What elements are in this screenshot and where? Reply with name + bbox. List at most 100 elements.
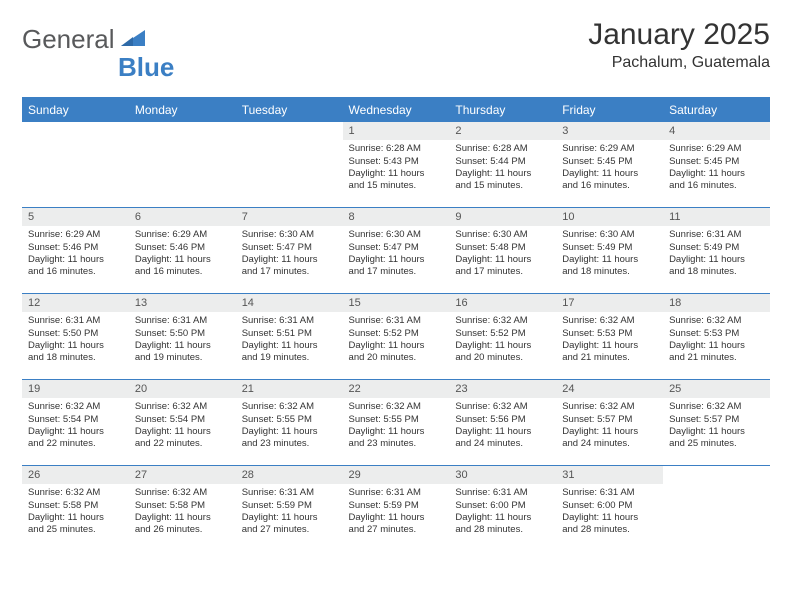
day-number: 24 [556,380,663,398]
calendar-cell: 12Sunrise: 6:31 AMSunset: 5:50 PMDayligh… [22,294,129,380]
brand-name-2: Blue [118,52,174,83]
cell-line: Sunrise: 6:32 AM [135,401,230,413]
cell-body: Sunrise: 6:31 AMSunset: 5:49 PMDaylight:… [663,226,770,282]
cell-line: Sunrise: 6:32 AM [28,487,123,499]
calendar-cell: 20Sunrise: 6:32 AMSunset: 5:54 PMDayligh… [129,380,236,466]
cell-body: Sunrise: 6:29 AMSunset: 5:45 PMDaylight:… [556,140,663,196]
cell-line: Daylight: 11 hours [562,340,657,352]
cell-line: Sunset: 5:44 PM [455,156,550,168]
cell-body: Sunrise: 6:30 AMSunset: 5:49 PMDaylight:… [556,226,663,282]
cell-line: Sunrise: 6:29 AM [28,229,123,241]
cell-line: Sunrise: 6:30 AM [349,229,444,241]
cell-body: Sunrise: 6:31 AMSunset: 6:00 PMDaylight:… [556,484,663,540]
calendar-cell: 4Sunrise: 6:29 AMSunset: 5:45 PMDaylight… [663,122,770,208]
cell-line: Daylight: 11 hours [455,512,550,524]
cell-line: Sunset: 5:43 PM [349,156,444,168]
day-number: 23 [449,380,556,398]
cell-line: Sunrise: 6:32 AM [242,401,337,413]
cell-line: Sunrise: 6:32 AM [349,401,444,413]
day-number: 20 [129,380,236,398]
cell-line: Daylight: 11 hours [349,254,444,266]
day-header: Wednesday [343,98,450,122]
cell-line: Sunset: 5:55 PM [242,414,337,426]
calendar-cell [236,122,343,208]
brand-logo: General [22,24,149,55]
cell-body: Sunrise: 6:32 AMSunset: 5:52 PMDaylight:… [449,312,556,368]
calendar-cell: 22Sunrise: 6:32 AMSunset: 5:55 PMDayligh… [343,380,450,466]
cell-body: Sunrise: 6:31 AMSunset: 5:59 PMDaylight:… [236,484,343,540]
day-number: 21 [236,380,343,398]
cell-body: Sunrise: 6:31 AMSunset: 5:51 PMDaylight:… [236,312,343,368]
day-number [236,122,343,140]
day-number: 16 [449,294,556,312]
cell-body: Sunrise: 6:31 AMSunset: 5:52 PMDaylight:… [343,312,450,368]
cell-body: Sunrise: 6:32 AMSunset: 5:55 PMDaylight:… [236,398,343,454]
cell-line: Sunset: 5:51 PM [242,328,337,340]
day-number: 2 [449,122,556,140]
calendar-cell: 31Sunrise: 6:31 AMSunset: 6:00 PMDayligh… [556,466,663,552]
cell-line: Sunrise: 6:32 AM [455,315,550,327]
cell-line: Daylight: 11 hours [28,512,123,524]
calendar-cell [129,122,236,208]
cell-line: Sunrise: 6:32 AM [562,401,657,413]
cell-line: Sunrise: 6:30 AM [455,229,550,241]
cell-line: Sunrise: 6:30 AM [562,229,657,241]
cell-line: Sunrise: 6:31 AM [242,315,337,327]
cell-body: Sunrise: 6:32 AMSunset: 5:58 PMDaylight:… [22,484,129,540]
cell-line: and 20 minutes. [455,352,550,364]
cell-line: and 17 minutes. [455,266,550,278]
cell-line: Daylight: 11 hours [562,168,657,180]
day-header: Monday [129,98,236,122]
brand-arrow-icon [119,26,147,53]
cell-line: and 28 minutes. [562,524,657,536]
day-number: 30 [449,466,556,484]
cell-body: Sunrise: 6:30 AMSunset: 5:47 PMDaylight:… [236,226,343,282]
cell-line: and 27 minutes. [242,524,337,536]
calendar-week: 1Sunrise: 6:28 AMSunset: 5:43 PMDaylight… [22,122,770,208]
cell-body: Sunrise: 6:29 AMSunset: 5:45 PMDaylight:… [663,140,770,196]
cell-line: Daylight: 11 hours [135,340,230,352]
cell-line: Daylight: 11 hours [28,254,123,266]
cell-line: Sunset: 5:49 PM [562,242,657,254]
day-number: 4 [663,122,770,140]
cell-line: Sunrise: 6:31 AM [455,487,550,499]
day-header: Tuesday [236,98,343,122]
cell-line: and 28 minutes. [455,524,550,536]
cell-line: and 26 minutes. [135,524,230,536]
cell-line: Daylight: 11 hours [135,426,230,438]
cell-body: Sunrise: 6:32 AMSunset: 5:54 PMDaylight:… [129,398,236,454]
cell-line: Sunrise: 6:32 AM [28,401,123,413]
cell-line: Sunset: 5:59 PM [349,500,444,512]
cell-line: Daylight: 11 hours [242,512,337,524]
cell-line: and 21 minutes. [669,352,764,364]
cell-line: Sunset: 5:45 PM [562,156,657,168]
calendar-cell [663,466,770,552]
cell-line: Daylight: 11 hours [562,426,657,438]
cell-line: Daylight: 11 hours [28,340,123,352]
calendar-cell: 30Sunrise: 6:31 AMSunset: 6:00 PMDayligh… [449,466,556,552]
cell-line: Sunset: 5:54 PM [135,414,230,426]
day-number: 9 [449,208,556,226]
cell-line: and 20 minutes. [349,352,444,364]
cell-line: Sunset: 5:46 PM [135,242,230,254]
calendar-cell: 21Sunrise: 6:32 AMSunset: 5:55 PMDayligh… [236,380,343,466]
cell-line: Sunset: 5:46 PM [28,242,123,254]
cell-line: and 16 minutes. [28,266,123,278]
brand-name-1: General [22,24,115,55]
cell-line: and 18 minutes. [562,266,657,278]
day-number: 18 [663,294,770,312]
cell-line: Sunrise: 6:31 AM [562,487,657,499]
cell-line: and 16 minutes. [562,180,657,192]
cell-line: Sunset: 5:56 PM [455,414,550,426]
calendar-cell: 25Sunrise: 6:32 AMSunset: 5:57 PMDayligh… [663,380,770,466]
cell-line: Daylight: 11 hours [349,426,444,438]
day-number: 6 [129,208,236,226]
cell-body: Sunrise: 6:29 AMSunset: 5:46 PMDaylight:… [22,226,129,282]
cell-line: Sunrise: 6:28 AM [455,143,550,155]
calendar-head: SundayMondayTuesdayWednesdayThursdayFrid… [22,98,770,122]
cell-line: and 15 minutes. [349,180,444,192]
calendar-cell: 18Sunrise: 6:32 AMSunset: 5:53 PMDayligh… [663,294,770,380]
calendar-week: 26Sunrise: 6:32 AMSunset: 5:58 PMDayligh… [22,466,770,552]
cell-line: and 23 minutes. [242,438,337,450]
cell-line: Sunrise: 6:28 AM [349,143,444,155]
